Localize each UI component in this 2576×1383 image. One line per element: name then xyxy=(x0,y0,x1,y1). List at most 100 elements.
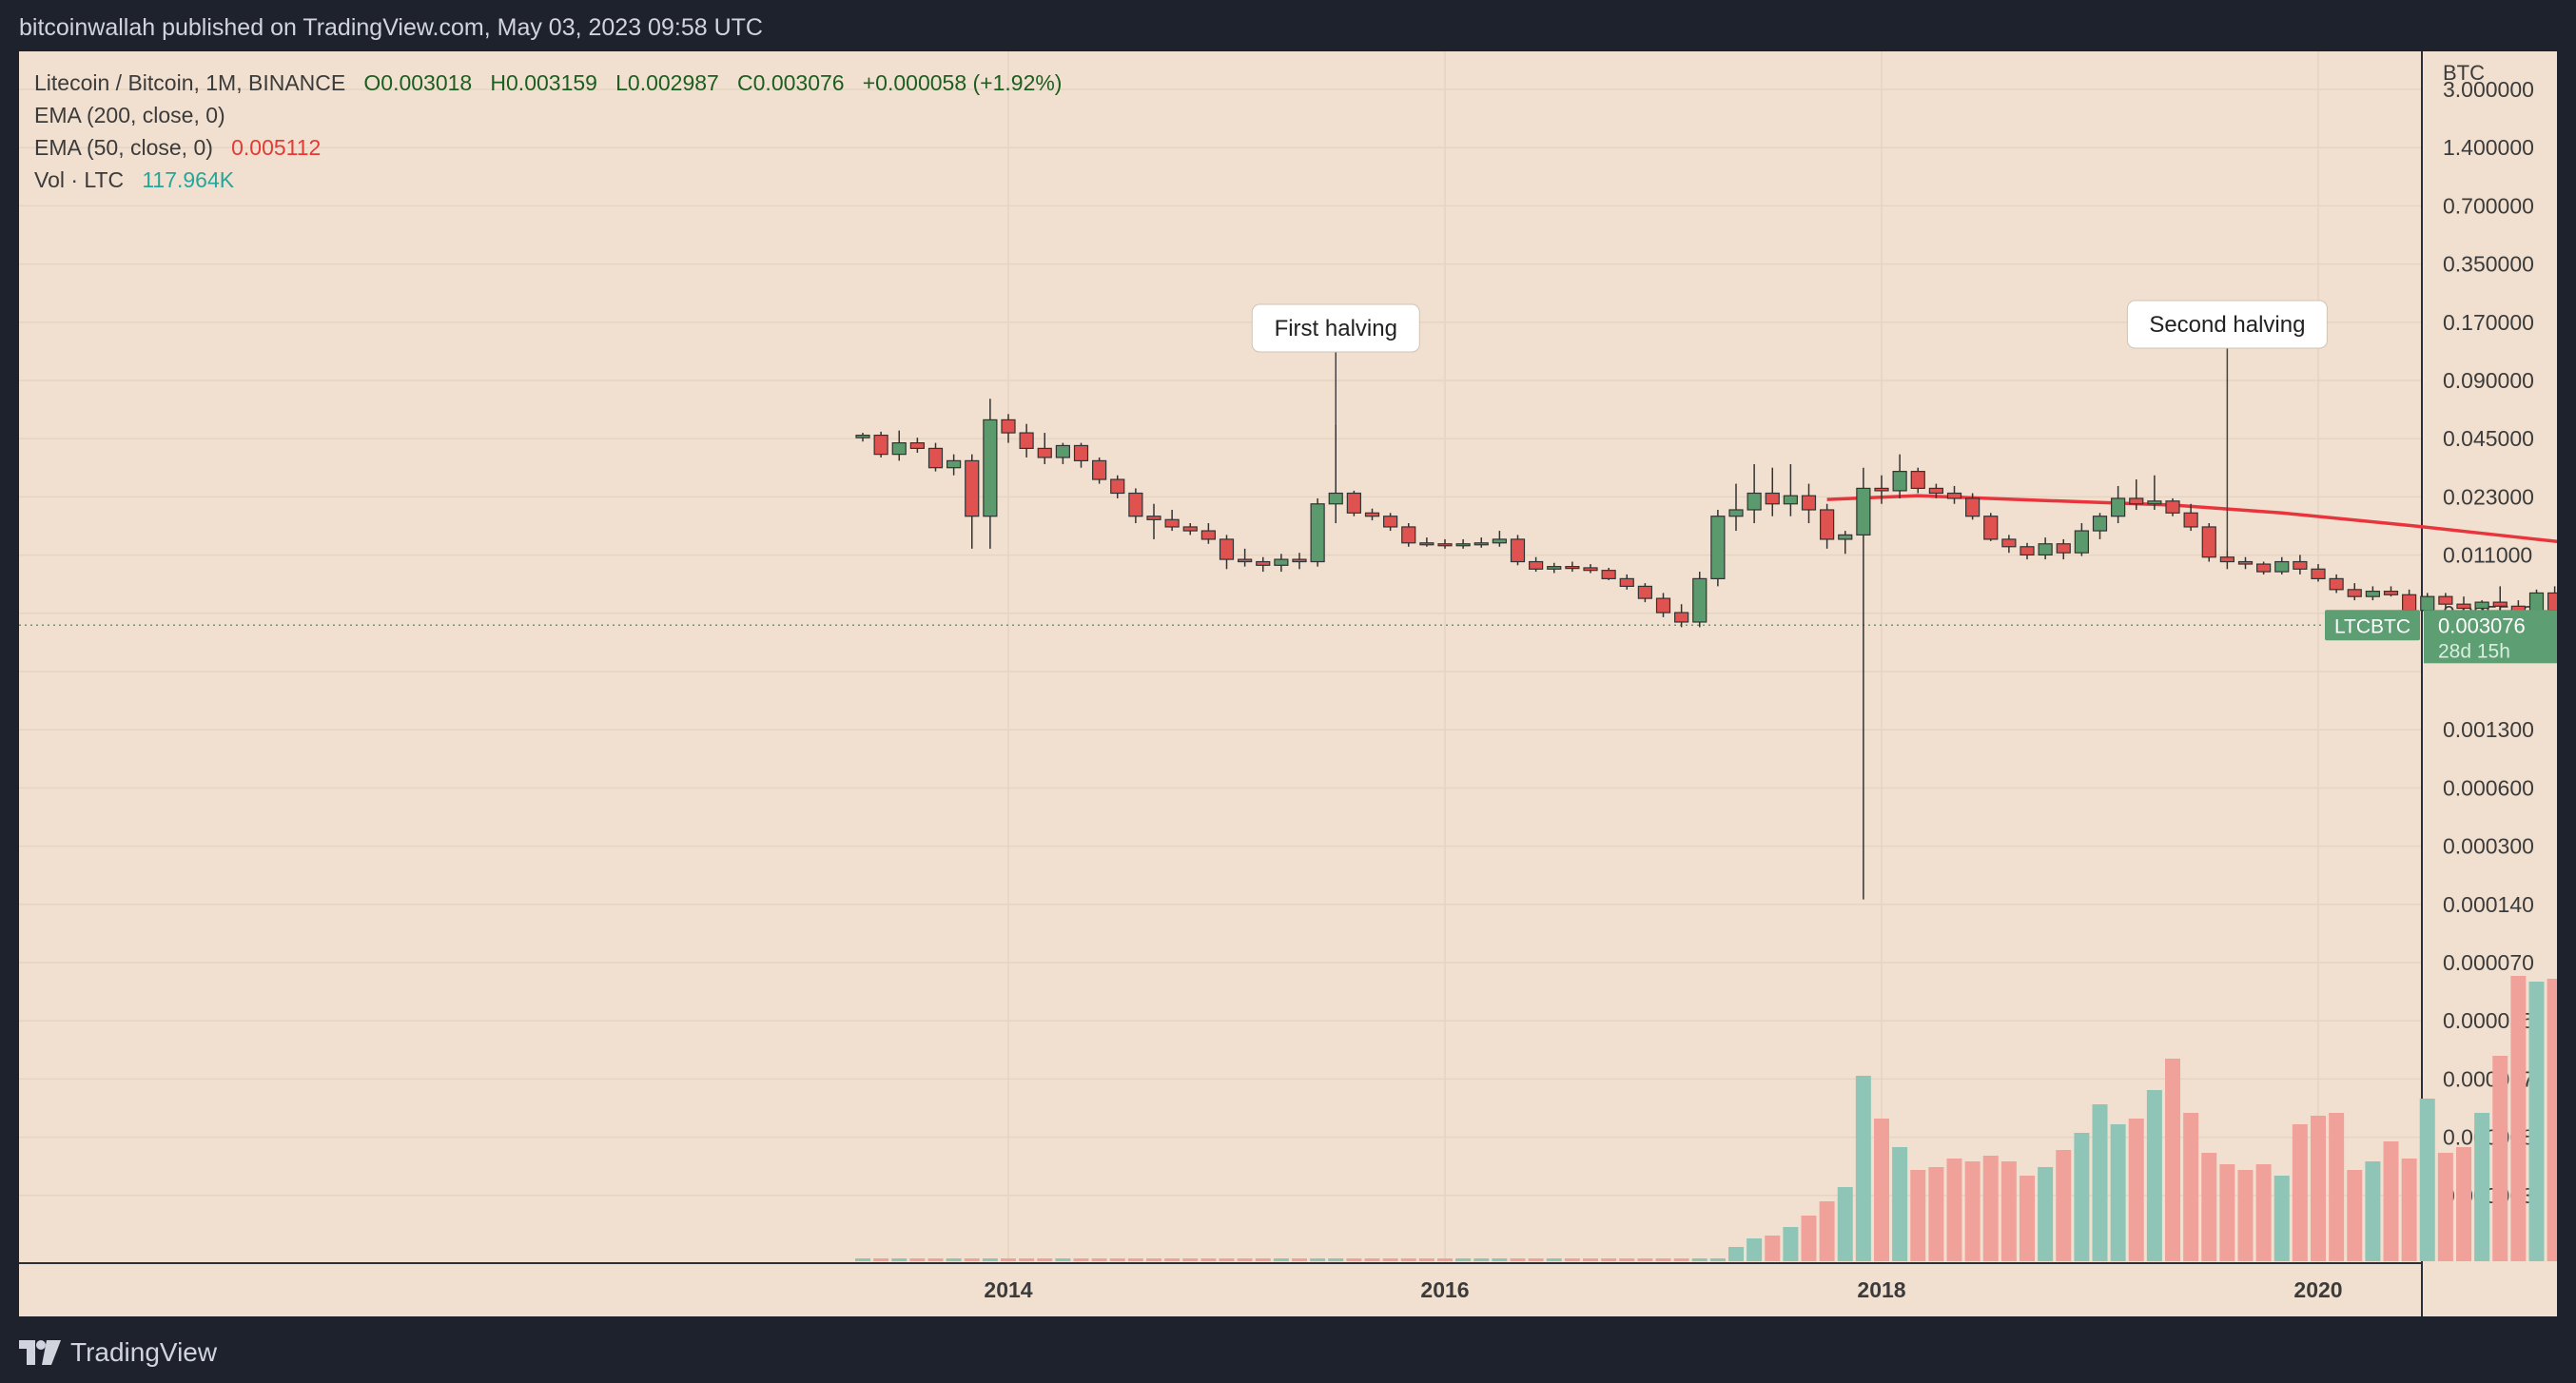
volume-bar xyxy=(1946,1159,1962,1261)
candle-body xyxy=(1637,585,1652,599)
tradingview-brand: TradingView xyxy=(70,1337,218,1367)
candle-body xyxy=(2438,595,2453,605)
candle-body xyxy=(1256,560,1271,566)
candle-body xyxy=(1856,487,1871,536)
candle-body xyxy=(1674,612,1689,623)
candle-body xyxy=(2111,497,2126,517)
candle-body xyxy=(2056,543,2071,554)
candle-body xyxy=(1419,542,1434,546)
price-tick-label: 3.000000 xyxy=(2443,77,2534,102)
volume-bar xyxy=(2547,979,2557,1261)
candle-body xyxy=(2219,556,2234,563)
candle-body xyxy=(1801,495,1817,511)
candle-body xyxy=(946,459,962,469)
candle-body xyxy=(2147,500,2162,505)
candle-body xyxy=(1346,492,1361,514)
volume-bar xyxy=(964,1258,980,1261)
legend-close: C0.003076 xyxy=(737,70,845,95)
volume-bar xyxy=(1182,1258,1199,1261)
halving-callout: First halving xyxy=(1251,303,1420,424)
volume-bar xyxy=(1528,1258,1544,1261)
tradingview-logo[interactable]: TradingView xyxy=(19,1334,217,1372)
volume-bar xyxy=(1964,1161,1981,1261)
price-tick-label: 0.090000 xyxy=(2443,368,2534,393)
price-tick-label: 0.170000 xyxy=(2443,310,2534,335)
legend-high: H0.003159 xyxy=(490,70,597,95)
volume-bar xyxy=(1837,1187,1853,1261)
candle-body xyxy=(2274,560,2290,573)
ema50-line xyxy=(1826,494,2557,543)
candle-body xyxy=(1892,471,1907,492)
candle-body xyxy=(1401,526,1416,544)
volume-bar xyxy=(946,1258,962,1261)
volume-bar xyxy=(1855,1076,1871,1261)
volume-bar xyxy=(1601,1258,1617,1261)
candle-body xyxy=(2293,560,2308,570)
legend-ema50-value: 0.005112 xyxy=(231,135,322,160)
volume-bar xyxy=(2401,1159,2417,1261)
volume-bar xyxy=(1200,1258,1217,1261)
time-tick-label: 2014 xyxy=(984,1277,1032,1302)
candle-body xyxy=(1455,543,1471,547)
candle-body xyxy=(2001,538,2017,548)
volume-bar xyxy=(909,1258,926,1261)
volume-bar xyxy=(1255,1258,1271,1261)
volume-bar xyxy=(2128,1119,2144,1261)
volume-bar xyxy=(891,1258,907,1261)
volume-bar xyxy=(1819,1201,1835,1261)
candle-body xyxy=(855,434,870,438)
volume-bar xyxy=(2419,1099,2435,1261)
volume-bar xyxy=(2456,1147,2471,1261)
candle-body xyxy=(1164,518,1180,528)
candle-body xyxy=(1783,495,1798,505)
volume-bar xyxy=(1364,1258,1380,1261)
candle-body xyxy=(2074,530,2089,554)
volume-bar xyxy=(2183,1113,2199,1261)
volume-bar xyxy=(1673,1258,1689,1261)
volume-bar xyxy=(1564,1258,1580,1261)
price-tag-value: 0.003076 xyxy=(2438,614,2526,637)
legend-low: L0.002987 xyxy=(615,70,719,95)
volume-bar xyxy=(1219,1258,1235,1261)
time-tick-label: 2016 xyxy=(1420,1277,1469,1302)
candle-body xyxy=(1692,577,1708,623)
time-tick-label: 2020 xyxy=(2293,1277,2342,1302)
volume-bar xyxy=(2038,1167,2054,1261)
volume-bar xyxy=(1619,1258,1635,1261)
candle-body xyxy=(2456,603,2471,610)
candle-body xyxy=(1037,447,1052,458)
volume-bar xyxy=(1510,1258,1526,1261)
price-tag-countdown: 28d 15h xyxy=(2438,640,2510,662)
candle-body xyxy=(1983,516,1999,540)
volume-bar xyxy=(1037,1258,1053,1261)
candle-body xyxy=(2129,497,2144,505)
volume-bar xyxy=(982,1258,998,1261)
chart-legend: Litecoin / Bitcoin, 1M, BINANCE O0.00301… xyxy=(34,67,1062,196)
candle-body xyxy=(1910,471,1925,490)
candle-body xyxy=(1928,487,1943,495)
candles xyxy=(855,399,2557,900)
symbol-tag-bg xyxy=(2325,610,2420,641)
volume-bar xyxy=(1655,1258,1671,1261)
volume-bar xyxy=(2437,1153,2453,1261)
price-tick-label: 1.400000 xyxy=(2443,135,2534,160)
candle-body xyxy=(2365,591,2380,597)
volume-bar xyxy=(1292,1258,1307,1261)
candle-body xyxy=(873,434,888,456)
candle-body xyxy=(1200,530,1216,540)
candle-body xyxy=(1946,492,1962,499)
candle-body xyxy=(1073,444,1089,461)
callout-box xyxy=(2126,300,2328,349)
volume-bar xyxy=(1019,1258,1035,1261)
publish-bar: bitcoinwallah published on TradingView.c… xyxy=(0,0,2576,55)
volume-bar xyxy=(1418,1258,1434,1261)
callout-label: Second halving xyxy=(2149,312,2305,338)
candle-body xyxy=(1238,558,1253,563)
chart-frame[interactable]: BTC 3.000000 1.400000 0.700000 0.350000 0.170… xyxy=(19,51,2557,1316)
candle-body xyxy=(2547,592,2557,612)
candle-body xyxy=(2347,589,2362,597)
volume-bar xyxy=(927,1258,944,1261)
volume-bar xyxy=(2201,1153,2217,1261)
volume-bar xyxy=(1109,1258,1125,1261)
